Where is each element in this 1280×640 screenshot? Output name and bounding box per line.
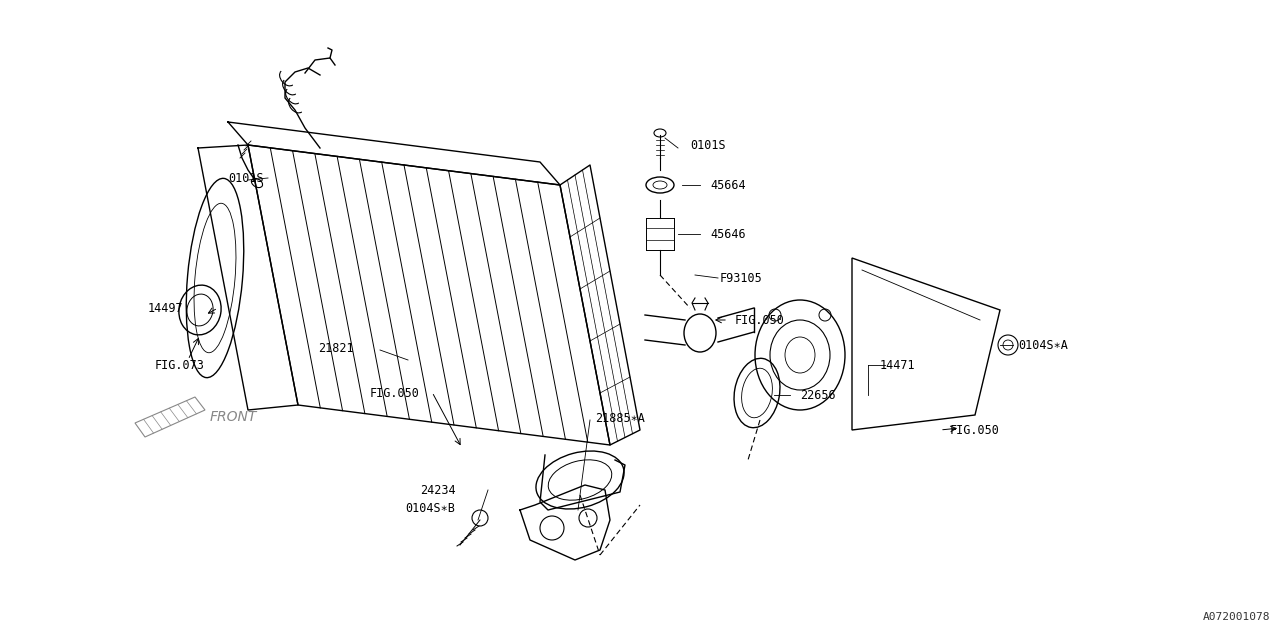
- Text: FIG.050: FIG.050: [370, 387, 420, 399]
- Text: FIG.050: FIG.050: [950, 424, 1000, 436]
- Text: FRONT: FRONT: [210, 410, 257, 424]
- Text: 0101S: 0101S: [690, 138, 726, 152]
- Text: 45646: 45646: [710, 227, 746, 241]
- Text: FIG.073: FIG.073: [155, 358, 205, 371]
- Text: A072001078: A072001078: [1202, 612, 1270, 622]
- Text: 14497: 14497: [148, 301, 183, 314]
- Text: FIG.050: FIG.050: [735, 314, 785, 326]
- Text: 0101S: 0101S: [228, 172, 264, 184]
- Text: 45664: 45664: [710, 179, 746, 191]
- Text: 14471: 14471: [881, 358, 915, 371]
- Text: 24234: 24234: [420, 483, 456, 497]
- Text: F93105: F93105: [721, 271, 763, 285]
- Text: 0104S∗A: 0104S∗A: [1018, 339, 1068, 351]
- Text: 22656: 22656: [800, 388, 836, 401]
- Text: 21821: 21821: [317, 342, 353, 355]
- Text: 0104S∗B: 0104S∗B: [404, 502, 454, 515]
- Text: 21885∗A: 21885∗A: [595, 412, 645, 424]
